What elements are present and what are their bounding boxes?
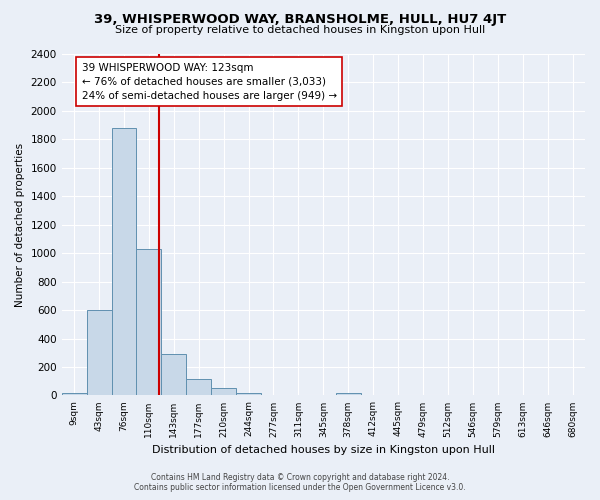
Bar [112, 128, 136, 396]
Y-axis label: Number of detached properties: Number of detached properties [15, 142, 25, 307]
Bar [236, 393, 261, 396]
Text: 39, WHISPERWOOD WAY, BRANSHOLME, HULL, HU7 4JT: 39, WHISPERWOOD WAY, BRANSHOLME, HULL, H… [94, 12, 506, 26]
Bar [211, 388, 236, 396]
Text: 39 WHISPERWOOD WAY: 123sqm
← 76% of detached houses are smaller (3,033)
24% of s: 39 WHISPERWOOD WAY: 123sqm ← 76% of deta… [82, 62, 337, 100]
Bar [186, 379, 211, 396]
Bar [86, 310, 112, 396]
Bar [62, 394, 86, 396]
X-axis label: Distribution of detached houses by size in Kingston upon Hull: Distribution of detached houses by size … [152, 445, 495, 455]
Text: Contains HM Land Registry data © Crown copyright and database right 2024.
Contai: Contains HM Land Registry data © Crown c… [134, 473, 466, 492]
Bar [336, 393, 361, 396]
Bar [136, 249, 161, 396]
Bar [161, 354, 186, 396]
Text: Size of property relative to detached houses in Kingston upon Hull: Size of property relative to detached ho… [115, 25, 485, 35]
